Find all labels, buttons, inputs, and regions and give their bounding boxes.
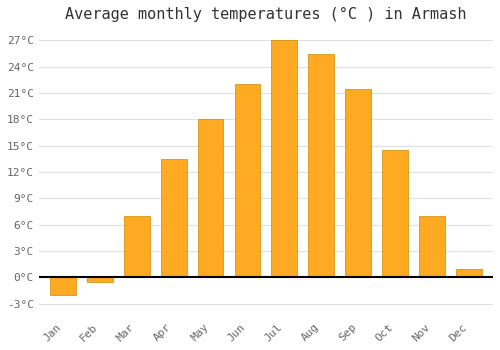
Bar xyxy=(382,150,408,277)
Bar xyxy=(419,216,445,277)
Title: Average monthly temperatures (°C ) in Armash: Average monthly temperatures (°C ) in Ar… xyxy=(65,7,466,22)
Bar xyxy=(308,54,334,277)
Bar xyxy=(456,268,482,277)
Bar xyxy=(272,41,297,277)
Bar xyxy=(124,216,150,277)
Bar xyxy=(198,119,224,277)
Bar xyxy=(87,277,112,282)
Bar xyxy=(160,159,186,277)
Bar xyxy=(50,277,76,295)
Bar xyxy=(234,84,260,277)
Bar xyxy=(346,89,371,277)
